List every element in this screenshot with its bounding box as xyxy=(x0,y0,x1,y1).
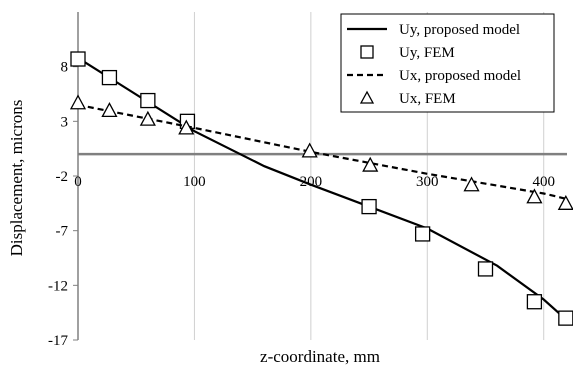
series-1-point-4 xyxy=(361,198,377,215)
legend-label-1: Uy, FEM xyxy=(399,45,455,61)
axes xyxy=(73,12,567,341)
x-tick-label-3: 300 xyxy=(416,174,439,190)
series-3-point-7 xyxy=(526,188,543,204)
x-tick-label-1: 100 xyxy=(183,174,206,190)
series-layer xyxy=(69,51,573,326)
legend-swatch-1 xyxy=(360,45,374,59)
series-1-point-8 xyxy=(558,310,573,326)
y-tick-label-4: 3 xyxy=(61,114,69,130)
series-3-point-8 xyxy=(557,194,573,210)
tick-labels: 0 100 200 300 400 -17 -12 -7 -2 3 8 xyxy=(48,60,555,349)
series-1-point-1 xyxy=(101,69,118,86)
legend-label-0: Uy, proposed model xyxy=(399,22,520,38)
y-tick-label-0: -17 xyxy=(48,333,68,349)
series-3-point-4 xyxy=(301,142,318,158)
x-tick-label-2: 200 xyxy=(300,174,323,190)
series-1-point-2 xyxy=(140,92,156,109)
series-3-point-6 xyxy=(463,176,480,192)
x-tick-label-0: 0 xyxy=(74,174,82,190)
series-1-point-6 xyxy=(477,261,494,277)
series-3-point-2 xyxy=(139,110,156,126)
legend-swatch-3 xyxy=(359,90,375,104)
y-tick-label-2: -7 xyxy=(56,224,69,240)
legend: Uy, proposed model Uy, FEM Ux, proposed mo… xyxy=(340,13,555,113)
series-3-point-5 xyxy=(362,156,379,172)
legend-box xyxy=(340,13,555,113)
x-tick-label-4: 400 xyxy=(532,174,555,190)
legend-label-2: Ux, proposed model xyxy=(399,68,521,84)
y-tick-label-5: 8 xyxy=(61,60,69,76)
x-axis-title: z-coordinate, mm xyxy=(260,347,380,366)
series-3-point-3 xyxy=(178,119,195,135)
series-1-point-5 xyxy=(414,226,431,242)
series-1-point-7 xyxy=(526,294,543,310)
legend-label-3: Ux, FEM xyxy=(399,91,456,107)
y-tick-label-3: -2 xyxy=(56,169,69,185)
series-3-point-0 xyxy=(69,94,87,110)
y-axis-title: Displacement, microns xyxy=(7,100,26,257)
series-3-point-1 xyxy=(101,102,118,118)
y-tick-label-1: -12 xyxy=(48,278,68,294)
series-1-point-0 xyxy=(70,51,86,67)
